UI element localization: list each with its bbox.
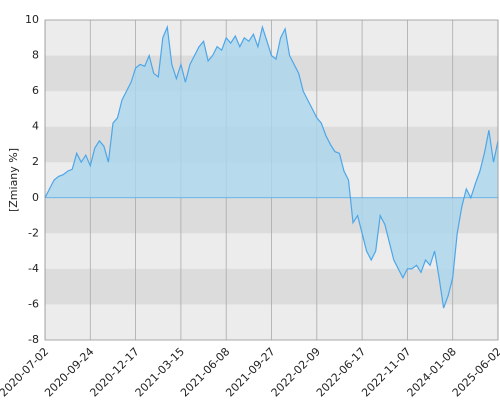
- y-tick-label: 6: [32, 84, 39, 97]
- y-tick-label: 8: [32, 49, 39, 62]
- y-tick-label: -4: [28, 262, 39, 275]
- area: [45, 27, 498, 308]
- y-tick-label: -2: [28, 226, 39, 239]
- y-tick-label: 4: [32, 120, 39, 133]
- y-tick-label: -8: [28, 333, 39, 346]
- y-tick-label: 0: [32, 191, 39, 204]
- y-tick-label: 10: [25, 13, 39, 26]
- plot-frame: [44, 19, 499, 341]
- y-axis-label: [Zmiany %]: [7, 148, 20, 212]
- y-tick-label: 2: [32, 155, 39, 168]
- line: [44, 24, 499, 309]
- y-tick-label: -6: [28, 297, 39, 310]
